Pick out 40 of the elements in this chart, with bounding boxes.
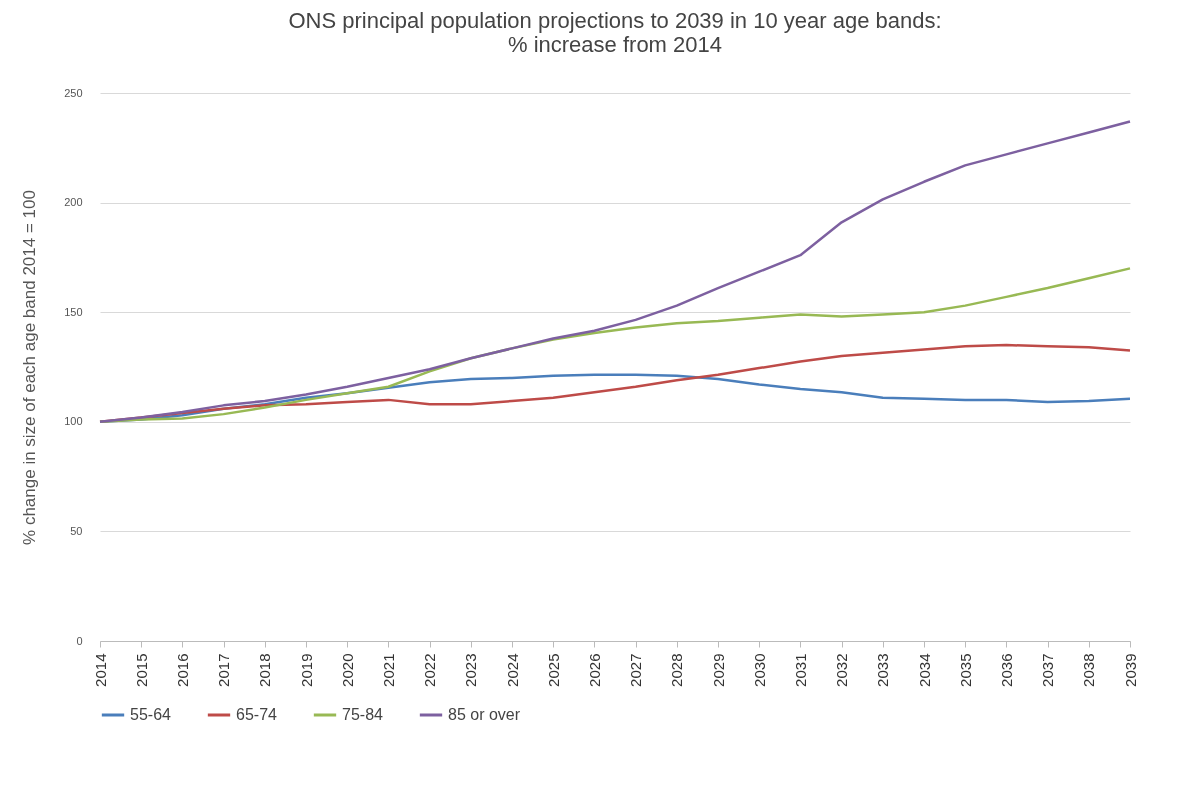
- y-axis-title: % change in size of each age band 2014 = 100: [20, 190, 40, 545]
- y-tick-label: 0: [76, 634, 83, 647]
- legend-label: 65-74: [236, 706, 278, 723]
- x-tick-label: 2024: [503, 653, 521, 687]
- y-tick-label: 50: [70, 524, 83, 537]
- x-tick-label: 2037: [1039, 653, 1057, 687]
- y-tick-label: 250: [64, 86, 83, 99]
- x-tick-label: 2019: [297, 653, 315, 687]
- legend-label: 55-64: [130, 706, 172, 723]
- x-tick-label: 2032: [833, 653, 851, 687]
- x-tick-label: 2030: [750, 653, 768, 687]
- line-series: [98, 120, 1132, 424]
- x-tick-label: 2020: [338, 653, 356, 687]
- y-tick-label: 150: [64, 305, 83, 318]
- y-tick-label: 100: [64, 415, 83, 428]
- x-tick-label: 2038: [1080, 653, 1098, 687]
- x-tick-label: 2035: [956, 653, 974, 687]
- x-tick-label: 2029: [709, 653, 727, 687]
- x-tick-label: 2014: [91, 653, 109, 687]
- x-tick-label: 2026: [585, 653, 603, 687]
- x-tick-label: 2031: [791, 653, 809, 687]
- x-tick-label: 2015: [132, 653, 150, 687]
- x-tick-label: 2016: [173, 653, 191, 687]
- x-tick-label: 2034: [915, 653, 933, 687]
- x-tick-label: 2036: [997, 653, 1015, 687]
- x-tick-label: 2025: [544, 653, 562, 687]
- x-tick-label: 2033: [874, 653, 892, 687]
- x-tick-label: 2027: [627, 653, 645, 687]
- x-tick-label: 2028: [668, 653, 686, 687]
- x-tick-label: 2022: [421, 653, 439, 687]
- x-tick-label: 2039: [1121, 653, 1139, 687]
- legend-label: 75-84: [342, 706, 384, 723]
- legend-label: 85 or over: [448, 706, 521, 723]
- text: % increase from 2014: [508, 32, 722, 57]
- text: ONS principal population projections to 2039 in 10 year age bands:: [288, 8, 942, 33]
- x-tick-label: 2017: [215, 653, 233, 687]
- y-tick-label: 200: [64, 196, 83, 209]
- x-tick-label: 2018: [256, 653, 274, 687]
- x-tick-label: 2023: [462, 653, 480, 687]
- x-tick-label: 2021: [379, 653, 397, 687]
